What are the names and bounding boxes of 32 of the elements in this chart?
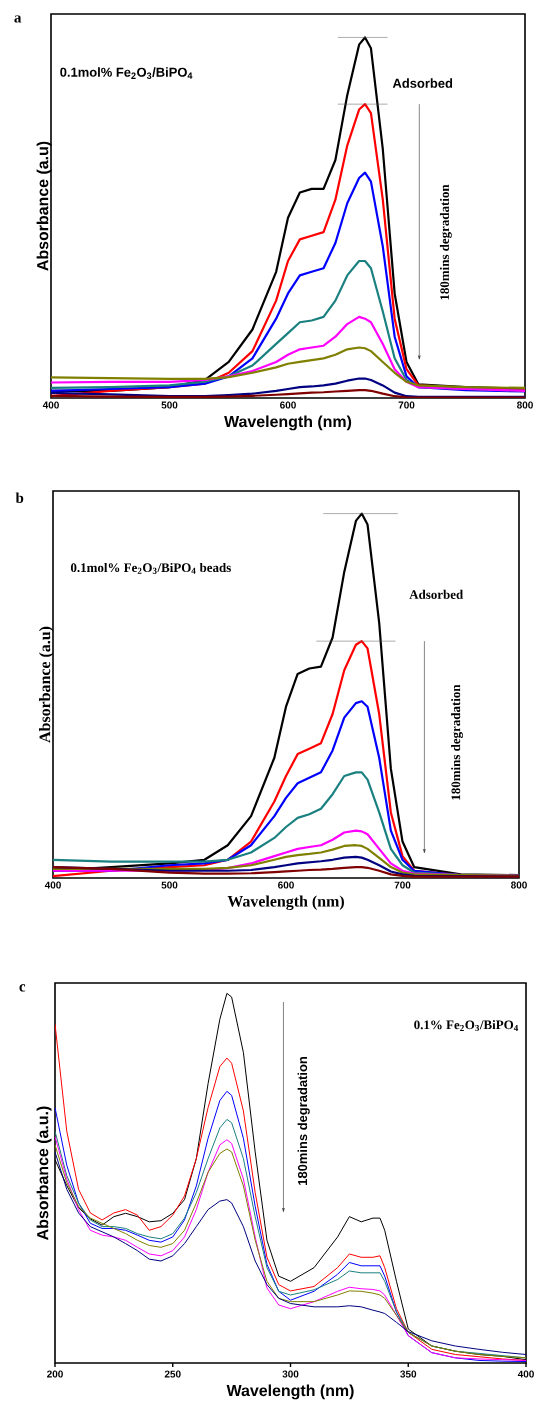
x-tick-label: 500 [161, 881, 178, 889]
x-tick-label: 700 [398, 401, 415, 409]
x-tick-label: 300 [282, 1370, 299, 1378]
x-tick-label: 800 [517, 401, 533, 409]
x-tick-label: 250 [164, 1370, 181, 1378]
x-axis-title: Wavelength (nm) [226, 1384, 354, 1400]
x-axis-title: Wavelength (nm) [224, 415, 352, 431]
x-tick-label: 600 [278, 881, 294, 889]
x-tick-label: 600 [280, 401, 296, 409]
annotation: 180mins degradation [451, 684, 463, 800]
annotation: 180mins degradation [297, 1057, 310, 1185]
y-axis-title: Absorbance (a.u.) [36, 1106, 52, 1240]
y-axis-title: Absorbance (a.u) [39, 626, 54, 743]
annotation: 0.1mol% Fe$_{2}$O$_{3}$/BiPO$_{4}$ [60, 67, 193, 79]
annotation: Adsorbed [392, 78, 453, 88]
x-tick-label: 700 [394, 881, 411, 889]
x-tick-label: 200 [47, 1370, 63, 1378]
annotation: 0.1% Fe$_{2}$O$_{3}$/BiPO$_{4}$ [414, 1020, 519, 1032]
annotation: 180mins degradation [439, 184, 452, 300]
x-tick-label: 400 [517, 1370, 534, 1378]
x-tick-label: 350 [400, 1370, 417, 1378]
y-axis-title: Absorbance (a.u) [36, 141, 52, 271]
x-axis-title: Wavelength (nm) [227, 895, 344, 910]
annotation: 0.1mol% Fe$_{2}$O$_{3}$/BiPO$_{4}$ beads [70, 562, 231, 574]
chart-title: b [15, 492, 24, 503]
x-tick-label: 800 [511, 881, 527, 889]
annotation: Adsorbed [409, 589, 464, 599]
chart-title: c [19, 984, 26, 992]
x-tick-label: 400 [42, 401, 59, 409]
x-tick-label: 500 [161, 401, 178, 409]
chart-title: a [14, 15, 22, 23]
x-tick-label: 400 [44, 881, 61, 889]
